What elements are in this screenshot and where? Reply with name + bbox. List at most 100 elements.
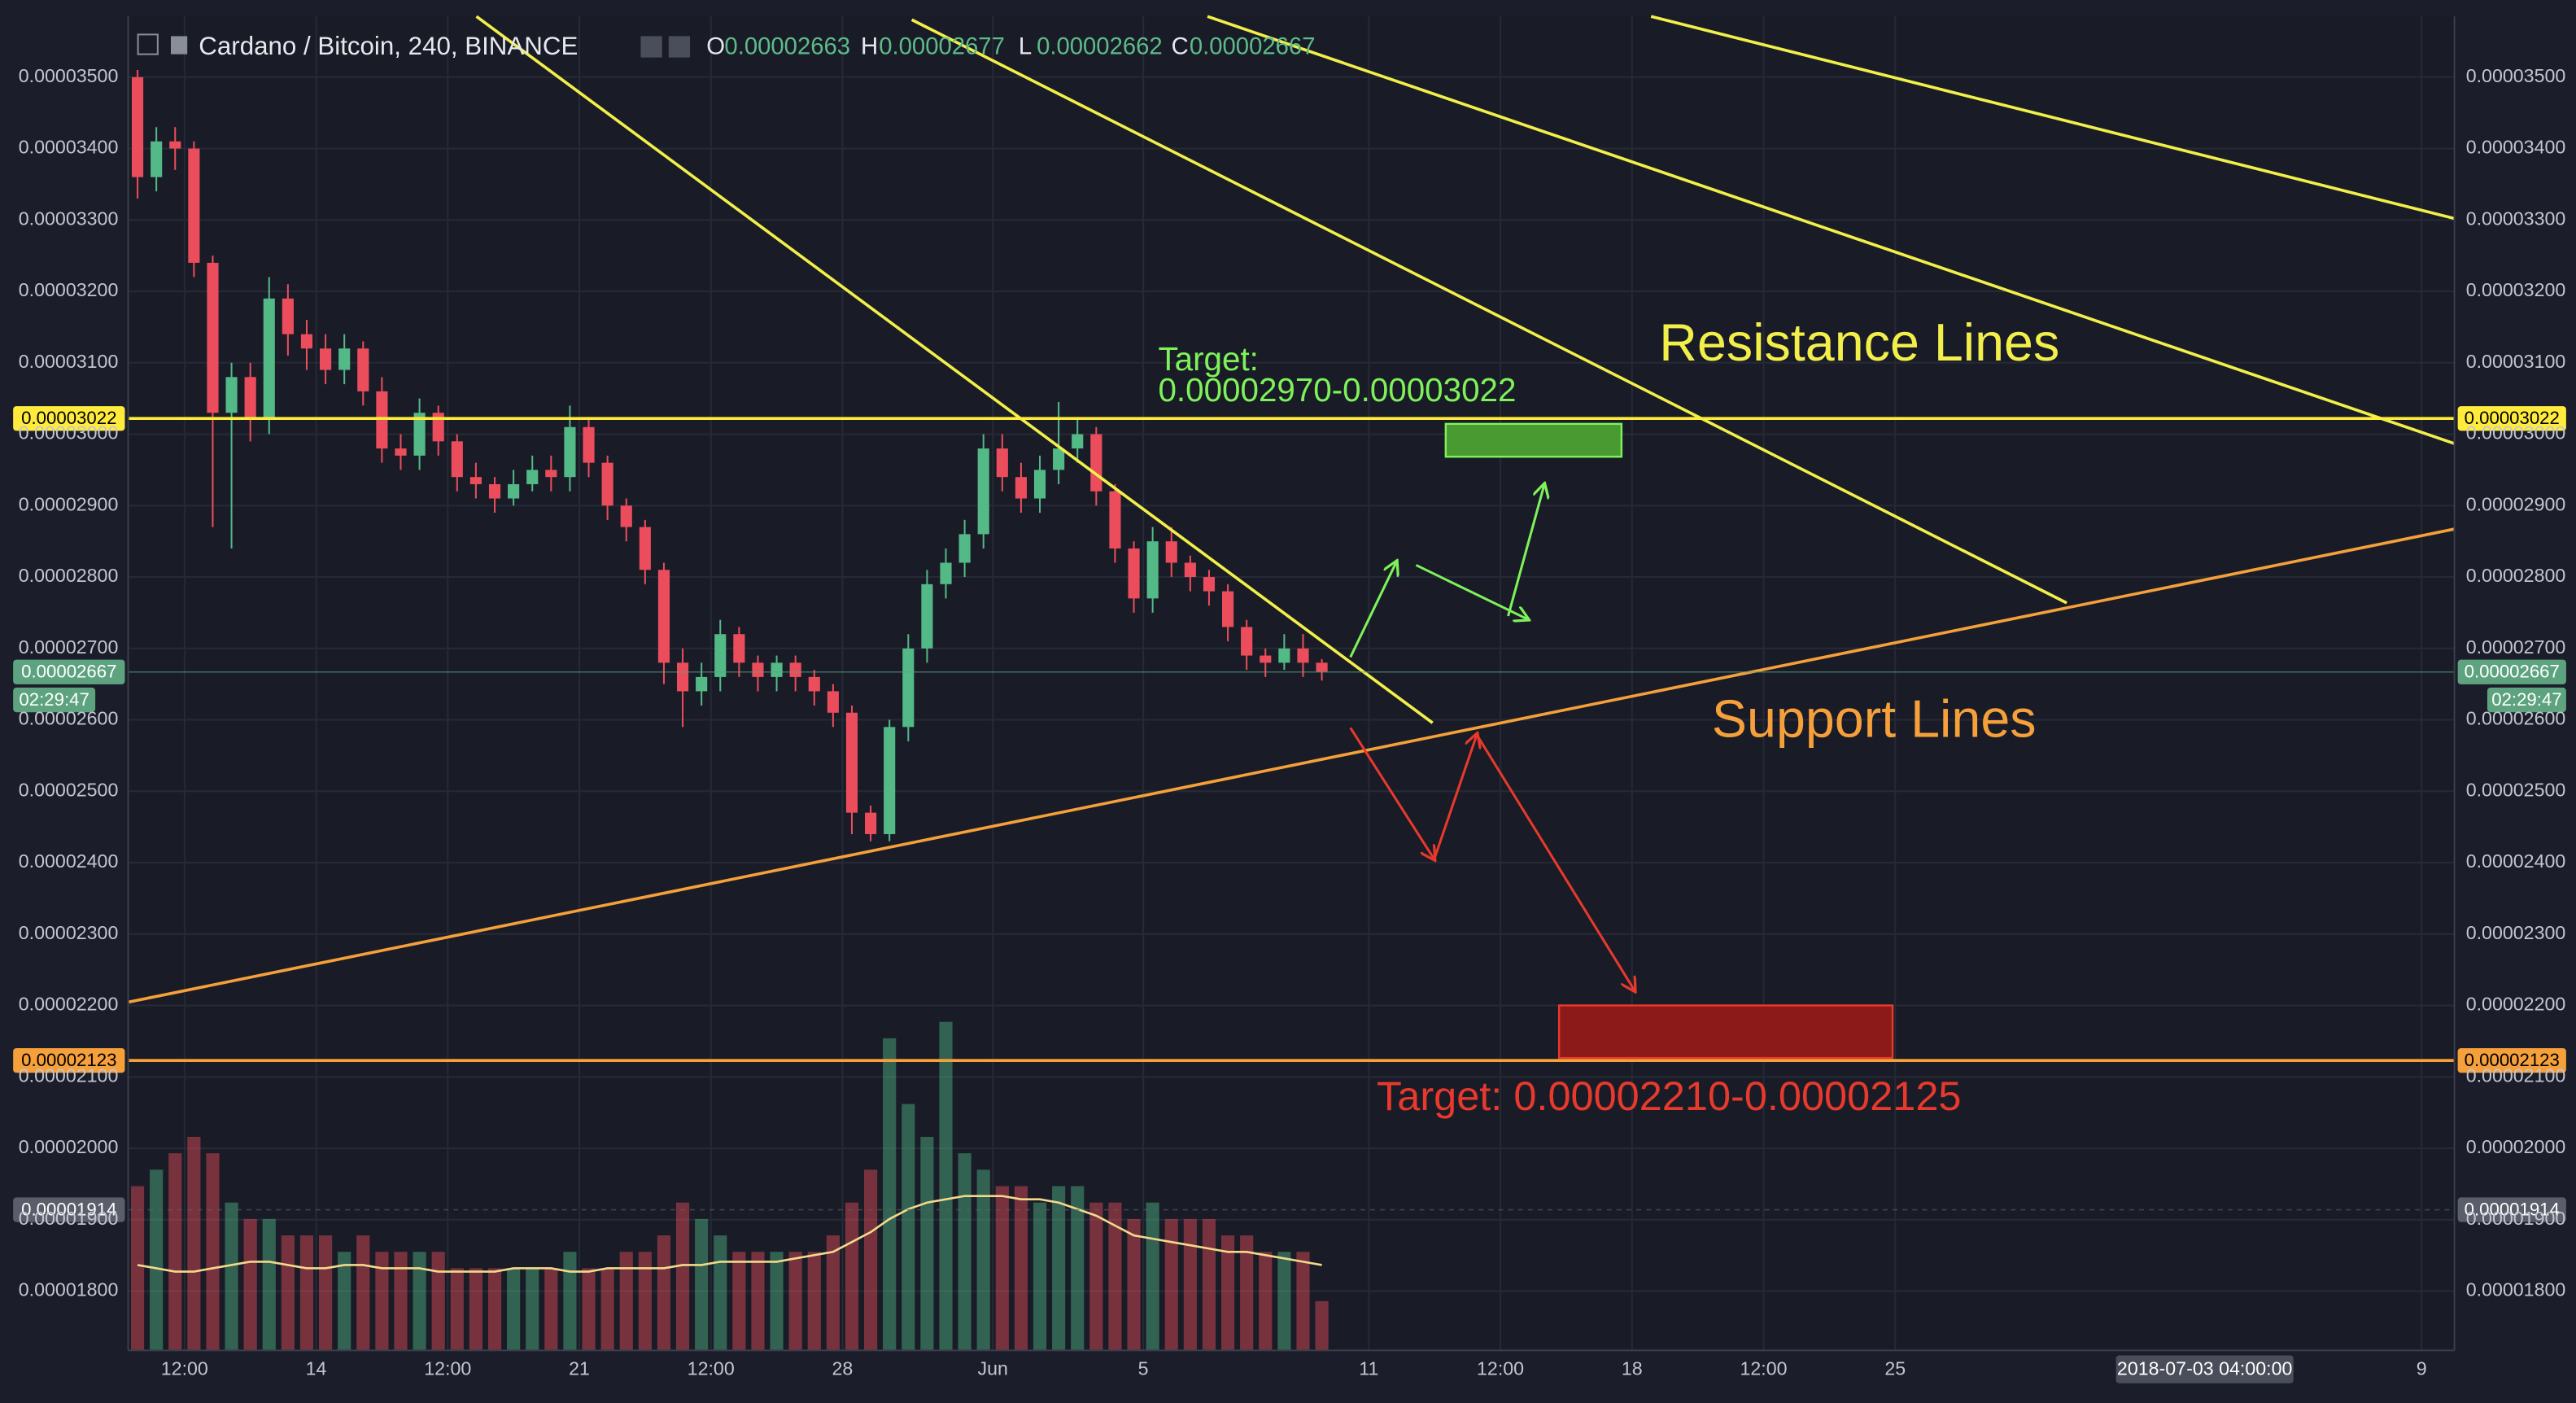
arrow [1349, 727, 1434, 859]
candle-body [1033, 470, 1046, 499]
y-tick-label: 0.00001900 [2466, 1208, 2566, 1229]
price-tag-label: 0.00002667 [21, 662, 116, 682]
candle-body [451, 441, 463, 478]
price-tag [2457, 1047, 2566, 1073]
y-tick-label: 0.00002900 [19, 493, 119, 514]
candle-body [789, 662, 801, 677]
candle-body [1146, 541, 1159, 599]
candle-body [545, 470, 557, 478]
volume-bar [507, 1268, 521, 1351]
volume-bar [1071, 1186, 1085, 1351]
icon[interactable] [668, 36, 691, 58]
candle-body [320, 348, 332, 370]
y-tick-label: 0.00003500 [2466, 65, 2566, 86]
candle-body [676, 662, 689, 692]
volume-bar [187, 1136, 201, 1351]
arrow [1507, 485, 1544, 617]
ohlc-value: 0.00002667 [1190, 33, 1316, 59]
candle-body [1184, 562, 1196, 578]
volume-bar [1277, 1252, 1291, 1351]
volume-bar [394, 1252, 408, 1351]
volume-bar [1240, 1235, 1254, 1351]
volume-bar [788, 1252, 802, 1351]
arrow [1433, 734, 1477, 860]
volume-bar [695, 1218, 709, 1351]
volume-bar [1014, 1186, 1028, 1351]
price-tag-label: 0.00002667 [2465, 662, 2560, 682]
volume-bar [281, 1235, 295, 1351]
candle-body [1278, 648, 1290, 663]
x-tick-label: 21 [569, 1358, 590, 1379]
volume-bar [883, 1038, 897, 1351]
y-tick-label: 0.00003400 [2466, 137, 2566, 158]
y-tick-label: 0.00003000 [2466, 422, 2566, 444]
candle-body [508, 483, 520, 499]
y-tick-label: 0.00002200 [19, 994, 119, 1015]
candle-body [696, 676, 708, 692]
volume-bar [845, 1202, 859, 1351]
annotation: Target: 0.00002210-0.00002125 [1377, 1073, 1961, 1119]
icon [137, 33, 159, 55]
price-tag-label: 0.00003022 [21, 408, 116, 428]
volume-bar [375, 1252, 389, 1351]
volume-bar [920, 1136, 934, 1351]
volume-bar [958, 1153, 971, 1351]
drawings [128, 15, 2456, 1060]
y-tick-label: 0.00003200 [2466, 279, 2566, 300]
volume-bar [319, 1235, 333, 1351]
ohlc-legend: O 0.00002663 H 0.00002677 L 0.00002662 C 0.0000… [706, 33, 1315, 59]
y-tick-label: 0.00002600 [19, 708, 119, 729]
x-tick-label: 18 [1622, 1358, 1643, 1379]
grid [128, 16, 2455, 1351]
candle-body [771, 662, 783, 677]
price-tag-label: 0.00001914 [21, 1199, 116, 1219]
y-tick-label: 0.00002800 [19, 565, 119, 586]
resistance-line [910, 18, 2067, 605]
icon [170, 36, 188, 55]
volume-bar [770, 1252, 784, 1351]
volume-bar [338, 1252, 351, 1351]
volume-bar [1164, 1218, 1178, 1351]
y-tick-label: 0.00002400 [19, 850, 119, 872]
volume-bar [1259, 1252, 1273, 1351]
y-tick-label: 0.00002100 [19, 1064, 119, 1086]
volume-bar [563, 1252, 577, 1351]
price-tag [2457, 406, 2566, 431]
y-tick-label: 0.00001800 [2466, 1279, 2566, 1300]
x-tick-label: 14 [306, 1358, 327, 1379]
y-tick-label: 0.00001900 [19, 1208, 119, 1229]
resistance-line [1207, 15, 2456, 445]
y-tick-label: 0.00003300 [2466, 208, 2566, 229]
volume-bar [356, 1235, 370, 1351]
x-tick-label: 12:00 [1740, 1358, 1787, 1379]
volume-bar [1183, 1218, 1197, 1351]
candle-body [282, 298, 294, 334]
candle-body [1109, 491, 1121, 549]
candle-body [188, 148, 200, 263]
icon[interactable] [640, 36, 662, 58]
y-tick-label: 0.00002000 [19, 1136, 119, 1157]
ohlc-value: 0.00002662 [1037, 33, 1163, 59]
y-tick-label: 0.00002400 [2466, 850, 2566, 872]
volume-bar [1089, 1202, 1103, 1351]
candle-body [884, 727, 896, 834]
candle-body [225, 377, 238, 413]
overlay: 0.00003022 0.00003022 0.00002667 0.00002667… [13, 313, 2566, 1222]
candle-body [395, 448, 407, 456]
candle-body [752, 662, 764, 677]
candle-body [469, 477, 482, 484]
y-tick-label: 0.00002700 [2466, 636, 2566, 658]
volume-bar [1033, 1202, 1047, 1351]
candle-body [1297, 648, 1309, 663]
crosshair-label: 2018-07-03 04:00:00 [2117, 1358, 2292, 1379]
volume-bar [939, 1021, 953, 1351]
volume-bar [299, 1235, 314, 1351]
symbol: Cardano / Bitcoin, 240, BINANCE [199, 32, 578, 60]
y-tick-label: 0.00002200 [2466, 994, 2566, 1015]
volume-bar [1108, 1202, 1122, 1351]
y-tick-label: 0.00001800 [19, 1279, 119, 1300]
price-tag [2457, 1197, 2566, 1222]
y-tick-label: 0.00002800 [2466, 565, 2566, 586]
candle-body [413, 413, 426, 456]
y-tick-label: 0.00002700 [19, 636, 119, 658]
